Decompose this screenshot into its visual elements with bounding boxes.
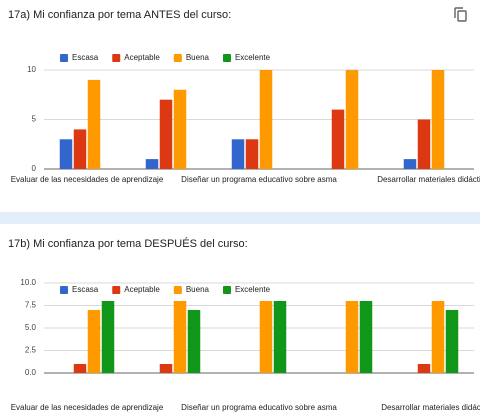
- legend-swatch: [112, 54, 121, 62]
- bar: [445, 310, 459, 373]
- y-tick-label: 10.0: [20, 278, 36, 287]
- legend-label: Excelente: [235, 285, 271, 294]
- x-tick-label: Evaluar de las necesidades de aprendizaj…: [11, 403, 164, 412]
- legend-label: Excelente: [235, 53, 271, 62]
- legend-swatch: [60, 286, 68, 294]
- x-tick-label: Diseñar un programa educativo sobre asma: [181, 403, 337, 412]
- bar: [73, 129, 87, 169]
- bar: [145, 159, 159, 169]
- bar: [359, 301, 373, 373]
- chart-title: 17a) Mi confianza por tema ANTES del cur…: [8, 9, 231, 21]
- legend-swatch: [112, 286, 121, 294]
- legend-label: Aceptable: [124, 53, 160, 62]
- bar: [87, 310, 101, 373]
- y-tick-label: 5: [32, 115, 37, 124]
- copy-icon[interactable]: [454, 7, 467, 22]
- bar: [187, 310, 201, 373]
- bar: [259, 301, 273, 373]
- legend-swatch: [173, 286, 182, 294]
- y-tick-label: 5.0: [25, 323, 37, 332]
- bar: [403, 159, 417, 169]
- x-tick-label: Diseñar un programa educativo sobre asma: [181, 175, 337, 184]
- bar: [431, 70, 445, 169]
- legend-label: Escasa: [72, 285, 99, 294]
- bar: [431, 301, 445, 373]
- bar: [101, 301, 115, 373]
- separator: [0, 212, 480, 224]
- legend-label: Buena: [186, 53, 210, 62]
- bar: [345, 70, 359, 169]
- bar: [173, 89, 187, 169]
- bar: [259, 70, 273, 169]
- bar: [87, 79, 101, 169]
- y-tick-label: 7.5: [25, 301, 37, 310]
- y-tick-label: 10: [27, 65, 36, 74]
- y-tick-label: 2.5: [25, 346, 37, 355]
- legend-swatch: [173, 54, 182, 62]
- x-tick-label: Desarrollar materiales didáctic: [377, 175, 480, 184]
- legend-swatch: [222, 54, 231, 62]
- legend-label: Buena: [186, 285, 210, 294]
- bar: [231, 139, 245, 169]
- y-tick-label: 0: [32, 164, 37, 173]
- legend-swatch: [222, 286, 231, 294]
- legend-swatch: [60, 54, 68, 62]
- legend-label: Escasa: [72, 53, 99, 62]
- chart-title: 17b) Mi confianza por tema DESPUÉS del c…: [8, 237, 248, 250]
- bar: [173, 301, 187, 373]
- bar: [331, 109, 345, 169]
- bar: [273, 301, 287, 373]
- bar: [345, 301, 359, 373]
- x-tick-label: Desarrollar materiales didác: [381, 403, 480, 412]
- bar: [59, 139, 73, 169]
- bar: [73, 364, 87, 373]
- bar: [159, 99, 173, 169]
- bar: [245, 139, 259, 169]
- bar: [417, 119, 431, 169]
- legend-label: Aceptable: [124, 285, 160, 294]
- y-tick-label: 0.0: [25, 368, 37, 377]
- bar: [417, 364, 431, 373]
- bar: [159, 364, 173, 373]
- x-tick-label: Evaluar de las necesidades de aprendizaj…: [11, 175, 164, 184]
